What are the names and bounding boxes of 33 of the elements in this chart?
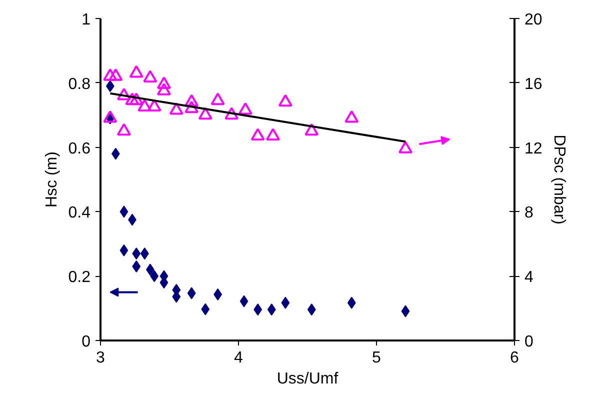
y2-tick-label: 4	[524, 269, 534, 286]
x-axis-title: Uss/Umf	[276, 370, 339, 388]
y-tick-label: 0.4	[68, 204, 91, 222]
point	[267, 304, 276, 316]
point	[281, 296, 290, 309]
point	[401, 305, 410, 318]
point	[201, 303, 210, 316]
point	[240, 295, 248, 308]
point	[132, 260, 141, 272]
point	[187, 287, 196, 300]
point	[120, 206, 128, 218]
y-tick-label: 0.8	[68, 76, 91, 93]
x-tick-label: 5	[372, 350, 382, 366]
point	[140, 248, 149, 260]
y2-tick-label: 16	[524, 76, 542, 93]
y-tick-label: 0.2	[68, 269, 91, 286]
point	[106, 80, 114, 92]
y-tick-label: 1	[82, 12, 91, 28]
x-tick-label: 6	[510, 350, 520, 366]
point	[347, 296, 356, 309]
y-tick-label: 0.6	[68, 140, 91, 158]
point	[307, 304, 316, 316]
point	[132, 248, 141, 260]
y2-tick-label: 20	[524, 12, 542, 28]
x-tick-label: 3	[96, 350, 106, 366]
x-tick-label: 4	[234, 350, 244, 366]
point	[120, 244, 128, 256]
y2-tick-label: 12	[524, 140, 542, 158]
y2-tick-label: 8	[524, 204, 534, 222]
y2-tick-label: 0	[524, 334, 534, 350]
y2-axis-title: DPsc (mbar)	[550, 134, 568, 224]
y-tick-label: 0	[82, 334, 91, 350]
y-axis-title: Hsc (m)	[43, 152, 60, 208]
